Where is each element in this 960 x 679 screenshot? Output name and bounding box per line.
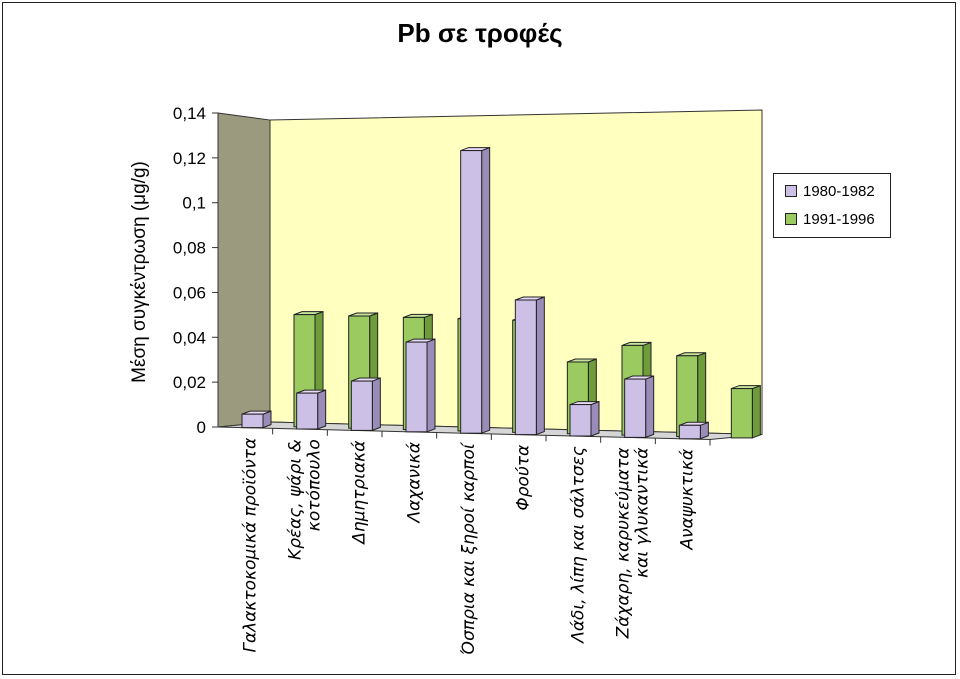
x-tick-label: Κρέας, ψάρι & κοτόπουλο (286, 439, 325, 560)
legend-swatch-series-1 (785, 185, 797, 197)
x-tick-label: Λάδι, λίπη και σάλτσες (568, 446, 588, 645)
bar-1980-1982-9 (678, 424, 701, 440)
bar-side-1980-1982-3 (371, 377, 381, 432)
y-tick-label: 0,08 (173, 239, 206, 258)
x-tick-label: Αναψυκτικά (678, 449, 698, 551)
bar-1980-1982-2 (296, 392, 319, 430)
bar-1980-1982-7 (569, 404, 592, 437)
bar-1980-1982-1 (241, 413, 264, 429)
bar-side-1980-1982-8 (645, 375, 655, 439)
bar-1980-1982-6 (514, 299, 537, 436)
x-tick-label: Γαλακτοκομικά προϊόντα (240, 438, 260, 653)
x-tick-label-line: Λάδι, λίπη και σάλτσες (568, 446, 588, 645)
y-tick-label: 0,12 (173, 149, 206, 168)
x-tick-label-line: Κρέας, ψάρι & (286, 439, 306, 560)
x-tick-label-line: Ζάχαρη, καρυκεύματα (614, 448, 634, 640)
legend-label-series-2: 1991-1996 (803, 210, 875, 228)
legend-swatch-series-2 (785, 213, 797, 225)
bar-1991-1996-9 (730, 388, 753, 439)
x-tick-label-line: Γαλακτοκομικά προϊόντα (240, 438, 260, 653)
bar-1980-1982-3 (350, 380, 373, 431)
bar-side-1980-1982-2 (317, 389, 327, 430)
legend-item-series-2: 1991-1996 (785, 209, 875, 229)
bar-1980-1982-4 (405, 341, 428, 433)
legend-label-series-1: 1980-1982 (803, 182, 875, 200)
y-tick-label: 0,14 (173, 104, 206, 123)
y-tick-label: 0,04 (173, 328, 206, 347)
x-tick-label-line: Αναψυκτικά (678, 449, 698, 551)
x-tick-label: Δημητριακά (350, 441, 370, 546)
x-tick-label-line: Όσπρια και ξηροί καρποί (459, 441, 479, 655)
bar-side-1991-1996-9 (751, 384, 761, 439)
bar-side-1980-1982-7 (590, 400, 600, 437)
side-wall (217, 112, 271, 428)
chart-legend: 1980-1982 1991-1996 (773, 173, 891, 238)
y-tick-label: 0,1 (182, 194, 206, 213)
x-tick-label-line: Φρούτα (514, 445, 534, 511)
x-tick-label-line: κοτόπουλο (305, 439, 325, 531)
legend-item-series-1: 1980-1982 (785, 181, 875, 201)
bar-1980-1982-5 (460, 150, 483, 434)
bar-1980-1982-8 (624, 378, 647, 438)
x-tick-label: Ζάχαρη, καρυκεύματα και γλυκαντικά (614, 448, 653, 640)
y-tick-label: 0 (197, 418, 206, 437)
x-tick-label-line: και γλυκαντικά (633, 448, 653, 578)
x-tick-label-line: Λαχανικά (404, 442, 424, 525)
bar-side-1980-1982-4 (426, 338, 436, 433)
x-tick-label: Φρούτα (514, 445, 534, 511)
y-tick-label: 0,06 (173, 283, 206, 302)
chart-title: Pb σε τροφές (397, 18, 563, 48)
x-tick-label-line: Δημητριακά (350, 441, 370, 546)
y-tick-label: 0,02 (173, 373, 206, 392)
x-tick-label: Λαχανικά (404, 442, 424, 525)
x-tick-label: Όσπρια και ξηροί καρποί (459, 441, 479, 655)
bar-side-1980-1982-6 (535, 296, 545, 436)
bar-side-1980-1982-5 (481, 146, 491, 434)
